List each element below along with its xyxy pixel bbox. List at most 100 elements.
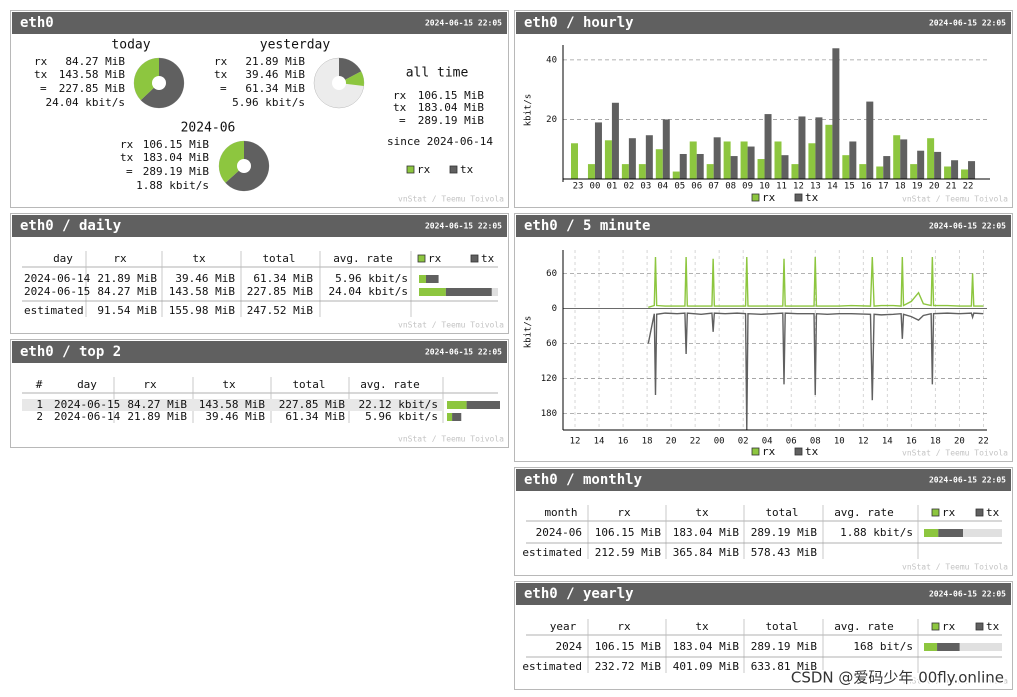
rx-bar (447, 413, 453, 421)
x-tick-label: 15 (844, 182, 855, 192)
rx-bar (638, 164, 646, 179)
footer: vnStat / Teemu Toivola (398, 321, 504, 330)
heading: yesterday (260, 38, 331, 53)
legend-label: tx (460, 163, 474, 176)
y-axis-label: kbit/s (524, 94, 534, 127)
cell: 227.85 MiB (247, 285, 314, 298)
x-tick-label: 09 (742, 182, 753, 192)
timestamp: 2024-06-15 22:05 (929, 19, 1006, 28)
cell: 106.15 MiB (595, 640, 662, 653)
x-tick-label: 06 (691, 182, 702, 192)
cell: 2024-06 (536, 526, 582, 539)
rx-bar (859, 164, 867, 179)
cell: 84.27 MiB (127, 398, 187, 411)
rx-bar (723, 141, 731, 179)
cell: 143.58 MiB (169, 285, 236, 298)
timestamp: 2024-06-15 22:05 (425, 19, 502, 28)
legend-swatch (751, 193, 760, 202)
column-header: day (53, 252, 73, 265)
cell: 61.34 MiB (253, 272, 313, 285)
x-tick-label: 04 (657, 182, 668, 192)
tx-bar (662, 119, 670, 179)
column-header: month (544, 506, 577, 519)
legend-swatch (794, 447, 803, 456)
legend-label: tx (481, 252, 495, 265)
cell: 289.19 MiB (751, 526, 818, 539)
rx-bar (893, 135, 901, 179)
rx-bar (927, 138, 935, 179)
total-label: = (40, 82, 47, 95)
column-header: total (292, 378, 325, 391)
column-header: total (765, 506, 798, 519)
pie-hole (332, 76, 346, 90)
tx-label: tx (214, 68, 228, 81)
legend-label: tx (805, 445, 819, 458)
tx-bar (730, 156, 738, 179)
tx-label: tx (34, 68, 48, 81)
cell: 365.84 MiB (673, 546, 740, 559)
footer: vnStat / Teemu Toivola (902, 563, 1008, 572)
x-tick-label: 00 (590, 182, 601, 192)
tx-bar (938, 529, 963, 537)
tx-bar (696, 153, 704, 179)
tx-value: 183.04 MiB (418, 101, 485, 114)
tx-bar (798, 116, 806, 179)
rx-bar (571, 143, 578, 179)
legend-swatch (975, 622, 984, 631)
legend-swatch (470, 254, 479, 263)
x-tick-label: 11 (776, 182, 787, 192)
x-tick-label: 12 (570, 437, 581, 447)
x-tick-label: 12 (793, 182, 804, 192)
rx-bar (842, 155, 850, 179)
column-header: rx (617, 620, 631, 633)
column-header: rx (617, 506, 631, 519)
x-tick-label: 17 (878, 182, 889, 192)
rx-bar (604, 140, 612, 179)
legend-label: tx (986, 620, 1000, 633)
cell: 21.89 MiB (127, 410, 187, 423)
tx-bar (815, 117, 823, 179)
column-header: tx (222, 378, 236, 391)
legend-swatch (931, 622, 940, 631)
cell: 143.58 MiB (199, 398, 266, 411)
panel-header (12, 12, 507, 34)
footer: vnStat / Teemu Toivola (902, 677, 1008, 686)
tx-bar (883, 156, 891, 179)
y-tick-label: 0 (552, 304, 557, 314)
x-tick-label: 16 (618, 437, 629, 447)
cell: 2024 (556, 640, 583, 653)
cell: 247.52 MiB (247, 304, 314, 317)
x-tick-label: 14 (594, 437, 605, 447)
cell: 2024-06-14 (24, 272, 91, 285)
legend-swatch (975, 508, 984, 517)
watermark: CSDN @爱码少年 00fly.online (791, 669, 1004, 687)
estimate-bar (924, 643, 1002, 651)
panel-header (516, 215, 1011, 237)
rx-bar (419, 288, 446, 296)
cell: 578.43 MiB (751, 546, 818, 559)
panel-title: eth0 / hourly (524, 15, 634, 31)
cell: 2024-06-15 (24, 285, 90, 298)
pie-slice-rx (218, 141, 244, 183)
x-tick-label: 01 (606, 182, 617, 192)
tx-bar (937, 643, 960, 651)
rx-bar (808, 143, 816, 179)
x-tick-label: 00 (714, 437, 725, 447)
legend-swatch (931, 508, 940, 517)
cell: 289.19 MiB (751, 640, 818, 653)
rx-label: rx (120, 138, 134, 151)
x-tick-label: 20 (954, 437, 965, 447)
x-tick-label: 19 (912, 182, 923, 192)
cell: 84.27 MiB (97, 285, 157, 298)
panel-header (12, 215, 507, 237)
tx-bar (917, 150, 925, 179)
cell: 183.04 MiB (673, 526, 740, 539)
y-axis-label: kbit/s (524, 316, 534, 349)
rx-label: rx (214, 55, 228, 68)
x-tick-label: 07 (708, 182, 719, 192)
panel-title: eth0 / monthly (524, 472, 643, 488)
cell: 39.46 MiB (175, 272, 235, 285)
cell: 2024-06-15 (54, 398, 120, 411)
x-tick-label: 06 (786, 437, 797, 447)
